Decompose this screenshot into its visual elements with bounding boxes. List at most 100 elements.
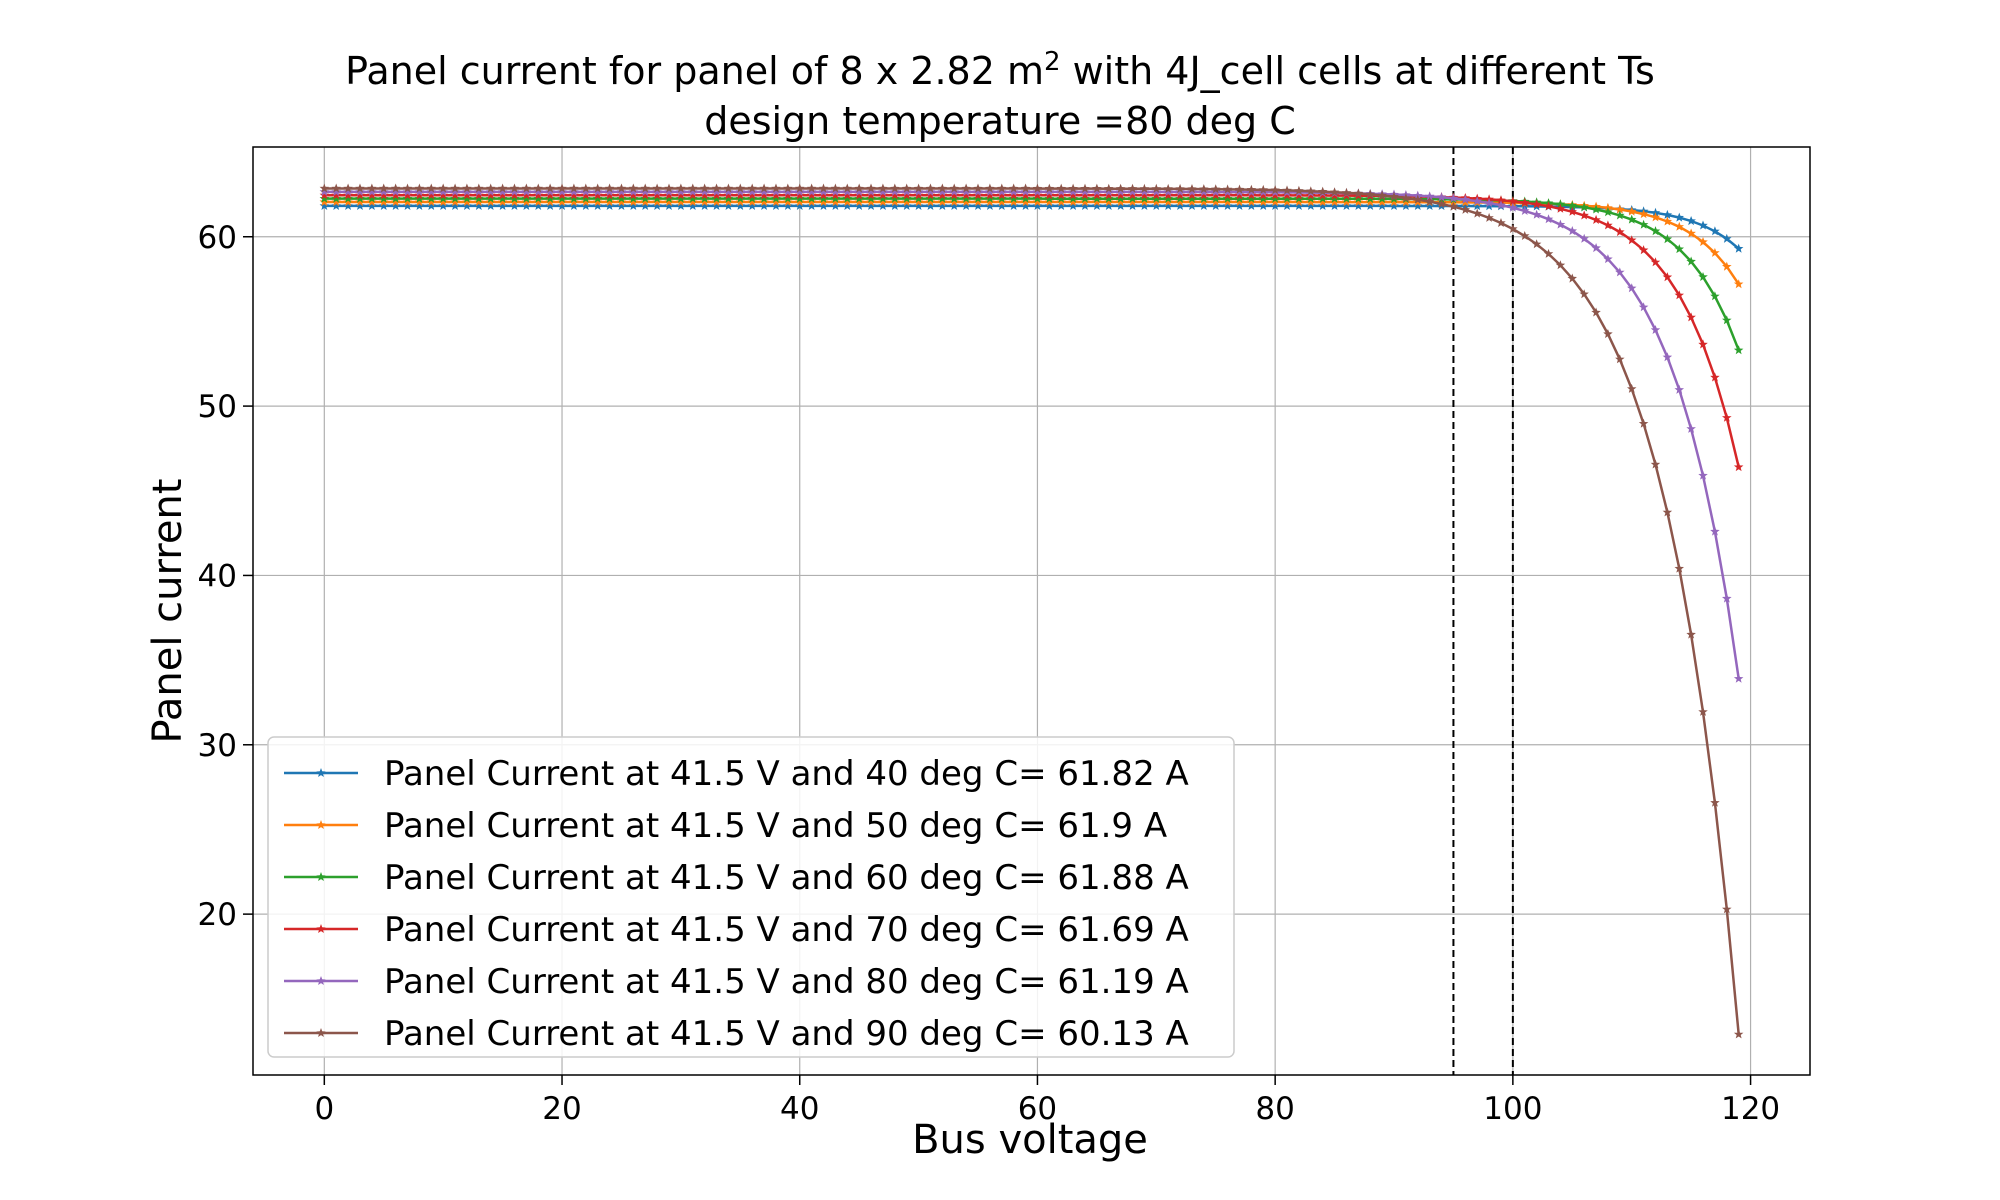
series-3-point-100 xyxy=(1508,196,1518,206)
series-4-point-60 xyxy=(1032,186,1043,196)
series-5-point-55 xyxy=(973,183,983,193)
x-tick-label-1: 20 xyxy=(542,1091,581,1127)
series-2-point-4 xyxy=(367,193,377,203)
series-3-point-23 xyxy=(592,190,603,200)
series-2-point-63 xyxy=(1068,193,1078,203)
legend-label-2: Panel Current at 41.5 V and 60 deg C= 61… xyxy=(384,858,1189,898)
series-4-point-30 xyxy=(676,186,686,196)
series-1-point-36 xyxy=(747,197,757,207)
series-1-point-6 xyxy=(390,197,401,207)
series-3-point-118 xyxy=(1722,412,1732,422)
series-5-point-104 xyxy=(1555,260,1566,270)
series-3-point-10 xyxy=(438,190,448,200)
series-5-point-32 xyxy=(699,183,710,193)
series-3-point-110 xyxy=(1627,235,1637,245)
series-3-point-70 xyxy=(1151,190,1162,200)
series-5-point-84 xyxy=(1317,186,1328,196)
series-3-point-61 xyxy=(1044,190,1055,200)
y-axis-ticks: 20 30 40 50 60 xyxy=(198,220,253,933)
series-4-point-25 xyxy=(616,186,627,196)
series-line-2 xyxy=(324,197,1740,351)
series-5-point-72 xyxy=(1175,183,1185,193)
series-0-point-18 xyxy=(533,200,543,210)
series-4-point-48 xyxy=(890,186,900,196)
series-0-point-41 xyxy=(806,200,817,210)
series-2-point-13 xyxy=(474,193,484,203)
series-4-point-10 xyxy=(438,186,448,196)
series-0-point-2 xyxy=(343,200,353,210)
series-1-point-113 xyxy=(1662,216,1673,226)
series-3-point-75 xyxy=(1211,190,1221,200)
series-4-point-26 xyxy=(628,186,639,196)
series-1-point-59 xyxy=(1020,197,1031,207)
series-0-point-4 xyxy=(367,200,377,210)
series-1-point-23 xyxy=(592,197,603,207)
series-5-point-53 xyxy=(949,183,959,193)
series-2-point-74 xyxy=(1199,193,1209,203)
series-1-point-89 xyxy=(1377,197,1387,207)
series-1-point-67 xyxy=(1115,197,1126,207)
series-5-point-90 xyxy=(1389,191,1399,201)
series-0-point-93 xyxy=(1424,201,1435,210)
series-5-point-81 xyxy=(1282,185,1292,195)
series-3-point-27 xyxy=(640,190,650,200)
series-2-point-55 xyxy=(973,193,983,203)
chart-title-superscript: 2 xyxy=(1044,47,1061,77)
series-0-point-26 xyxy=(628,200,639,210)
series-0-point-82 xyxy=(1294,200,1304,210)
series-3-point-35 xyxy=(735,190,746,200)
series-5-point-38 xyxy=(771,183,781,193)
series-3-point-18 xyxy=(533,190,543,200)
series-0-point-59 xyxy=(1020,200,1031,210)
series-5-point-87 xyxy=(1353,188,1364,198)
series-2-point-3 xyxy=(355,193,365,203)
series-1-point-87 xyxy=(1353,197,1364,207)
series-2-point-60 xyxy=(1032,193,1043,203)
series-2-point-6 xyxy=(390,193,401,203)
legend: Panel Current at 41.5 V and 40 deg C= 61… xyxy=(267,736,1235,1058)
series-4-point-73 xyxy=(1187,187,1197,196)
series-2-point-75 xyxy=(1211,193,1221,203)
series-1-point-30 xyxy=(676,197,686,207)
series-5-point-39 xyxy=(783,183,793,193)
series-0-point-49 xyxy=(901,200,912,210)
series-1-point-37 xyxy=(759,197,769,207)
series-1-point-86 xyxy=(1341,197,1352,207)
legend-label-3: Panel Current at 41.5 V and 70 deg C= 61… xyxy=(384,910,1189,950)
series-5-point-52 xyxy=(937,183,948,193)
series-5-point-59 xyxy=(1020,183,1031,193)
series-3-point-6 xyxy=(390,190,401,200)
series-5-point-114 xyxy=(1674,563,1684,573)
series-1 xyxy=(319,197,1744,289)
series-5-point-85 xyxy=(1329,187,1340,197)
series-4-point-114 xyxy=(1674,384,1684,394)
series-0-point-48 xyxy=(890,200,900,210)
series-4-point-29 xyxy=(664,186,674,196)
series-3-point-74 xyxy=(1199,190,1209,200)
series-5-point-82 xyxy=(1294,185,1304,195)
series-3-point-64 xyxy=(1080,190,1090,200)
series-4-point-116 xyxy=(1698,470,1708,480)
series-3-point-41 xyxy=(806,190,817,200)
series-3-point-40 xyxy=(795,190,805,200)
series-1-point-15 xyxy=(497,197,508,207)
series-5-point-100 xyxy=(1508,224,1518,233)
series-4-point-17 xyxy=(521,186,532,196)
x-tick-label-0: 0 xyxy=(314,1091,334,1127)
series-0-point-29 xyxy=(664,200,674,210)
series-4-point-45 xyxy=(854,186,864,196)
series-4-point-74 xyxy=(1199,187,1209,197)
series-2-point-24 xyxy=(604,193,615,203)
series-2-point-73 xyxy=(1187,193,1197,203)
series-3-point-68 xyxy=(1127,190,1138,200)
series-2-point-118 xyxy=(1722,315,1732,325)
legend-item-1: Panel Current at 41.5 V and 50 deg C= 61… xyxy=(284,806,1167,846)
y-tick-label-2: 40 xyxy=(198,558,237,594)
series-3-point-46 xyxy=(866,190,876,200)
series-4-point-105 xyxy=(1567,226,1577,236)
series-5-point-93 xyxy=(1424,196,1435,206)
series-2-point-8 xyxy=(414,193,425,203)
series-2-point-116 xyxy=(1698,272,1708,281)
series-3-point-7 xyxy=(402,190,413,200)
series-2-point-65 xyxy=(1092,193,1102,203)
